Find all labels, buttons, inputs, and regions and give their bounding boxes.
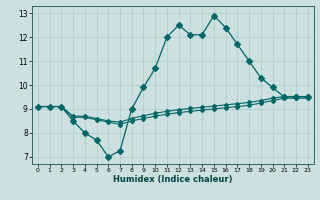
X-axis label: Humidex (Indice chaleur): Humidex (Indice chaleur): [113, 175, 233, 184]
